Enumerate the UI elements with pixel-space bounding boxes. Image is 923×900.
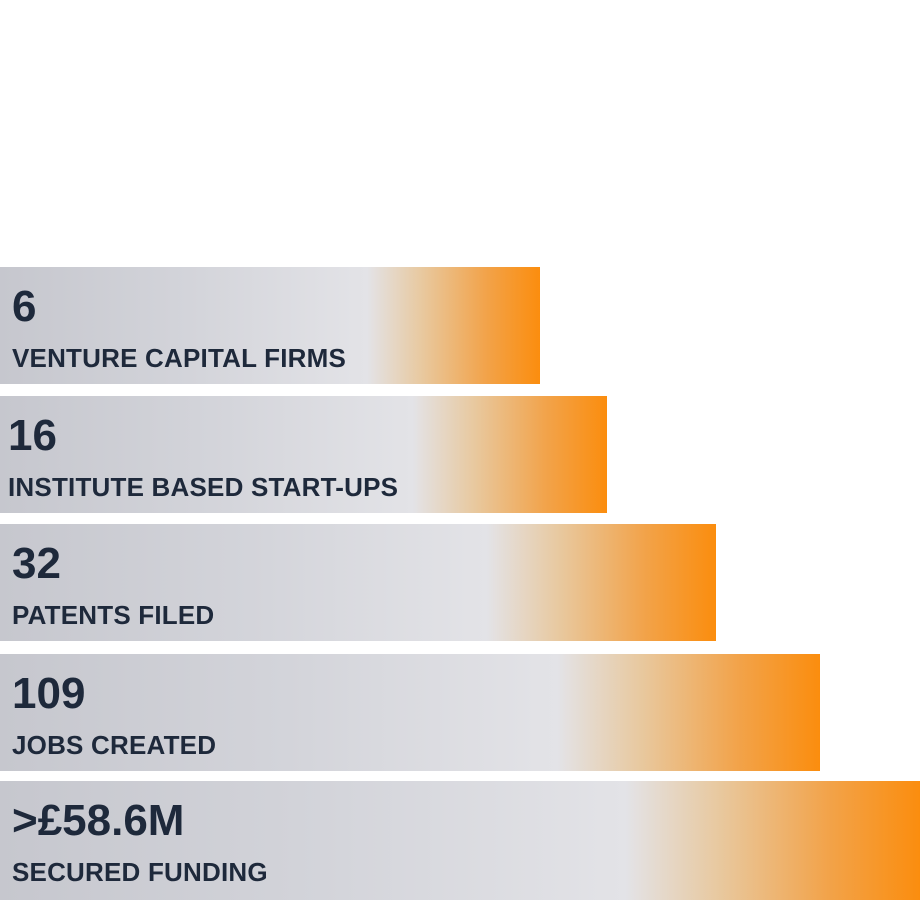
stat-value: 109: [12, 669, 86, 718]
stat-value: >£58.6M: [12, 796, 185, 845]
stat-label: SECURED FUNDING: [12, 857, 268, 887]
stat-value: 32: [12, 539, 61, 588]
stat-label: JOBS CREATED: [12, 730, 217, 760]
stat-label: INSTITUTE BASED START-UPS: [8, 472, 399, 502]
stat-bar: 109 JOBS CREATED: [0, 654, 820, 771]
stat-bar: >£58.6M SECURED FUNDING: [0, 781, 920, 900]
stat-value: 16: [8, 411, 57, 460]
stat-bar: 32 PATENTS FILED: [0, 524, 716, 641]
stat-value: 6: [12, 282, 37, 331]
stat-label: PATENTS FILED: [12, 600, 215, 630]
stat-bar: 16 INSTITUTE BASED START-UPS: [0, 396, 607, 513]
stat-label: VENTURE CAPITAL FIRMS: [12, 343, 347, 373]
stat-bar: 6 VENTURE CAPITAL FIRMS: [0, 267, 540, 384]
